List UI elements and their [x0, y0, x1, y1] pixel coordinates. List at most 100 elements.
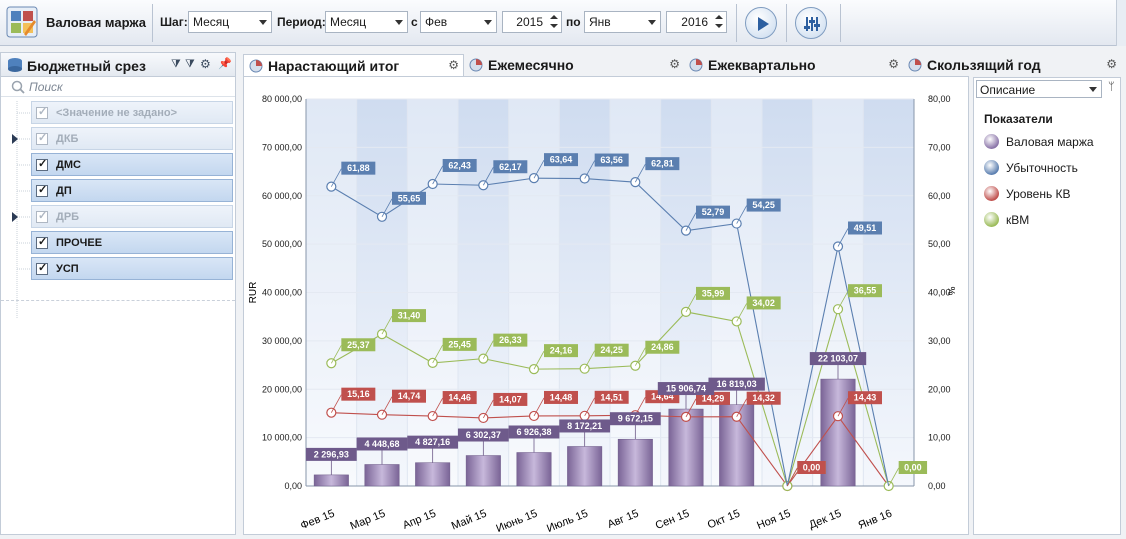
checkbox[interactable] [36, 157, 48, 171]
data-label-box [392, 191, 426, 205]
legend-title: Показатели [984, 112, 1053, 126]
data-label-box [609, 412, 661, 426]
y-axis-title: RUR [248, 282, 259, 304]
data-label-box [645, 157, 680, 171]
tree-item-label: ПРОЧЕЕ [56, 237, 103, 249]
data-label-box [442, 337, 477, 351]
tab-quarterly[interactable]: Ежеквартально ⚙ [684, 54, 903, 76]
gear-icon[interactable]: ⚙ [448, 58, 459, 72]
x-tick-label: Июнь 15 [495, 508, 540, 534]
bar [415, 462, 451, 487]
legend-marker [984, 212, 999, 227]
search-input[interactable]: Поиск [29, 80, 63, 94]
tree-item[interactable]: ДКБ [31, 127, 233, 150]
description-select[interactable]: Описание [976, 80, 1102, 98]
y2-tick-label: 80,00 [928, 94, 951, 104]
data-label-box [493, 160, 528, 174]
tree-item[interactable]: ДП [31, 179, 233, 202]
bar [465, 455, 501, 487]
data-label-leader [634, 347, 646, 366]
filter-icon[interactable]: ⧩ [171, 58, 181, 70]
gear-icon[interactable]: ⚙ [888, 57, 899, 71]
spin-up-icon[interactable] [712, 12, 726, 22]
data-label: 63,64 [550, 155, 573, 165]
data-label-box [746, 198, 781, 212]
clear-filter-icon[interactable]: ⧩ [185, 58, 195, 70]
panel-header: Бюджетный срез ⧩ ⧩ ⚙ 📌 [1, 53, 235, 77]
data-label-leader [837, 290, 849, 310]
gear-icon[interactable]: ⚙ [200, 57, 211, 71]
chart-area: 0,00 10 000,00 20 000,00 30 000,00 40 000,00… [243, 76, 969, 535]
run-button[interactable] [745, 7, 777, 39]
data-label: 34,02 [752, 298, 775, 308]
checkbox[interactable] [36, 105, 48, 119]
settings-button[interactable] [795, 7, 827, 39]
data-label: 15 906,74 [666, 384, 706, 394]
data-label-box [544, 390, 578, 404]
tree-item-label: <Значение не задано> [56, 107, 178, 119]
data-label: 6 926,38 [516, 427, 551, 437]
data-label: 14,51 [600, 392, 623, 402]
tree-item[interactable]: УСП [31, 257, 233, 280]
data-label-leader [533, 397, 545, 417]
legend-panel: Описание ᛘ Показатели Валовая маржа Убыто… [973, 77, 1121, 535]
data-label: 16 819,03 [717, 379, 757, 389]
data-label: 62,43 [448, 160, 471, 170]
checkbox[interactable] [36, 261, 48, 275]
tab-label: Нарастающий итог [268, 58, 400, 74]
data-label-box [746, 296, 781, 310]
data-label-box [848, 221, 882, 235]
data-label-leader [584, 350, 596, 369]
pin-icon[interactable]: ᛘ [1108, 81, 1115, 93]
tab-cumulative[interactable]: Нарастающий итог ⚙ [243, 54, 464, 76]
play-icon [758, 17, 769, 31]
from-month-select[interactable]: Фев [420, 11, 497, 33]
x-tick-label: Янв 16 [857, 508, 894, 532]
data-label-leader [432, 165, 444, 185]
to-label: по [566, 15, 581, 29]
tree-item-label: ДМС [56, 159, 81, 171]
data-label-box [305, 447, 357, 461]
y-tick-label: 80 000,00 [262, 94, 302, 104]
data-label-leader [837, 228, 849, 247]
data-label-box [341, 161, 376, 175]
to-month-select[interactable]: Янв [584, 11, 661, 33]
expand-arrow-icon[interactable] [12, 212, 18, 222]
tree-bottom-separator [1, 300, 235, 301]
step-select[interactable]: Месяц [188, 11, 272, 33]
from-year-spinner[interactable]: 2015 [502, 11, 562, 33]
data-label-box [746, 391, 781, 405]
search-bar[interactable]: Поиск [1, 77, 235, 97]
to-year-spinner[interactable]: 2016 [666, 11, 727, 33]
spin-down-icon[interactable] [712, 22, 726, 32]
period-select[interactable]: Месяц [325, 11, 408, 33]
checkbox[interactable] [36, 209, 48, 223]
tree-item[interactable]: ДМС [31, 153, 233, 176]
spin-up-icon[interactable] [547, 12, 561, 22]
pin-icon[interactable]: 📌 [218, 58, 232, 70]
x-tick-label: Окт 15 [706, 508, 742, 532]
checkbox[interactable] [36, 235, 48, 249]
tree-item[interactable]: ДРБ [31, 205, 233, 228]
tab-monthly[interactable]: Ежемесячно ⚙ [464, 54, 684, 76]
tree-item[interactable]: ПРОЧЕЕ [31, 231, 233, 254]
legend-label: Уровень КВ [1006, 187, 1071, 201]
tree-item[interactable]: <Значение не задано> [31, 101, 233, 124]
checkbox[interactable] [36, 183, 48, 197]
x-tick-label: Апр 15 [401, 508, 438, 532]
data-label-box [797, 461, 826, 474]
tree-item-label: ДП [56, 185, 72, 197]
spin-down-icon[interactable] [547, 22, 561, 32]
bar [567, 446, 603, 487]
toolbar-separator [786, 4, 787, 42]
expand-arrow-icon[interactable] [12, 134, 18, 144]
data-label-box [442, 391, 477, 405]
toolbar-scrollbar[interactable] [1116, 0, 1126, 46]
tab-rolling-year[interactable]: Скользящий год ⚙ [903, 54, 1121, 76]
data-label-box [407, 435, 459, 449]
data-label: 36,55 [854, 286, 877, 296]
checkbox[interactable] [36, 131, 48, 145]
chart: 0,00 10 000,00 20 000,00 30 000,00 40 000,00… [248, 94, 956, 535]
gear-icon[interactable]: ⚙ [1106, 57, 1117, 71]
gear-icon[interactable]: ⚙ [669, 57, 680, 71]
